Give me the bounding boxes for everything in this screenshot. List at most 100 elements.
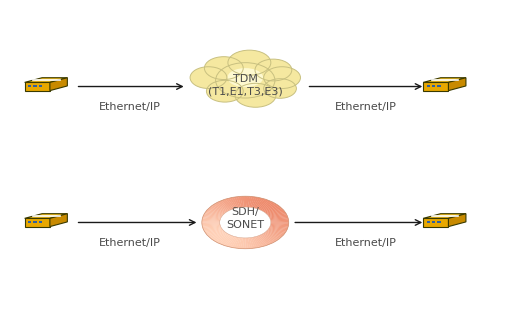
Text: Ethernet/IP: Ethernet/IP [99, 102, 161, 112]
Wedge shape [266, 207, 282, 214]
Bar [432, 85, 435, 87]
Wedge shape [212, 232, 226, 240]
Wedge shape [205, 228, 222, 233]
Text: (T1,E1,T3,E3): (T1,E1,T3,E3) [208, 86, 283, 96]
Wedge shape [219, 201, 231, 210]
Wedge shape [210, 231, 225, 239]
Bar [427, 85, 430, 87]
Wedge shape [218, 201, 230, 210]
Wedge shape [202, 217, 220, 220]
Wedge shape [270, 225, 288, 228]
Wedge shape [259, 200, 271, 210]
Wedge shape [209, 231, 225, 238]
Wedge shape [234, 237, 240, 248]
Wedge shape [203, 226, 221, 231]
Wedge shape [267, 209, 284, 215]
Wedge shape [205, 229, 223, 235]
Wedge shape [268, 210, 285, 216]
Ellipse shape [264, 79, 296, 98]
Wedge shape [214, 203, 228, 212]
Wedge shape [267, 208, 283, 215]
Wedge shape [258, 235, 269, 245]
Ellipse shape [216, 63, 275, 98]
Circle shape [220, 207, 271, 238]
Wedge shape [215, 233, 228, 242]
Bar [33, 221, 37, 223]
Wedge shape [203, 216, 221, 219]
Wedge shape [264, 205, 279, 213]
Wedge shape [253, 237, 261, 248]
Wedge shape [213, 233, 227, 241]
Wedge shape [270, 215, 288, 219]
Wedge shape [271, 223, 289, 225]
Wedge shape [222, 235, 233, 245]
Wedge shape [252, 197, 259, 208]
Wedge shape [204, 212, 222, 217]
Wedge shape [224, 236, 234, 246]
Wedge shape [206, 230, 223, 236]
Wedge shape [248, 196, 252, 207]
Wedge shape [271, 221, 289, 222]
Bar [33, 85, 37, 87]
Wedge shape [270, 224, 289, 226]
Wedge shape [245, 196, 247, 207]
Ellipse shape [227, 68, 263, 87]
Wedge shape [227, 237, 236, 247]
Wedge shape [202, 218, 220, 221]
Wedge shape [261, 234, 274, 243]
Wedge shape [267, 229, 284, 236]
Polygon shape [449, 214, 466, 226]
Wedge shape [221, 200, 233, 210]
Wedge shape [245, 238, 248, 249]
Wedge shape [262, 233, 276, 242]
Wedge shape [270, 226, 287, 231]
Polygon shape [50, 214, 67, 226]
Wedge shape [202, 225, 220, 228]
Polygon shape [423, 78, 466, 83]
Text: Ethernet/IP: Ethernet/IP [334, 102, 397, 112]
Ellipse shape [255, 59, 292, 81]
Wedge shape [268, 212, 286, 217]
Wedge shape [238, 196, 243, 207]
Wedge shape [227, 198, 236, 209]
Wedge shape [206, 210, 223, 216]
Polygon shape [449, 78, 466, 91]
Wedge shape [210, 206, 225, 214]
Wedge shape [271, 219, 289, 222]
Wedge shape [246, 196, 250, 207]
Wedge shape [207, 208, 224, 215]
Wedge shape [216, 202, 229, 211]
Wedge shape [202, 220, 220, 222]
Polygon shape [25, 214, 67, 218]
Ellipse shape [235, 83, 276, 107]
Ellipse shape [204, 57, 243, 79]
Ellipse shape [228, 50, 271, 75]
Wedge shape [236, 197, 241, 207]
Wedge shape [254, 236, 263, 247]
Wedge shape [225, 198, 235, 209]
Wedge shape [232, 237, 239, 248]
Ellipse shape [206, 80, 243, 102]
Wedge shape [269, 214, 287, 218]
Wedge shape [259, 235, 271, 244]
Wedge shape [261, 202, 274, 211]
Wedge shape [230, 237, 238, 248]
Wedge shape [202, 221, 220, 223]
Wedge shape [250, 237, 257, 248]
Wedge shape [250, 197, 257, 208]
Wedge shape [247, 238, 250, 249]
Wedge shape [248, 238, 252, 249]
Bar [39, 85, 42, 87]
Polygon shape [25, 218, 50, 226]
Wedge shape [263, 233, 278, 241]
Wedge shape [203, 226, 221, 230]
Wedge shape [258, 200, 269, 210]
Wedge shape [225, 236, 235, 247]
Polygon shape [50, 78, 67, 91]
Bar [437, 85, 441, 87]
Wedge shape [270, 217, 288, 220]
Wedge shape [266, 231, 282, 238]
Wedge shape [204, 227, 221, 232]
Wedge shape [202, 222, 220, 224]
Wedge shape [256, 198, 265, 209]
